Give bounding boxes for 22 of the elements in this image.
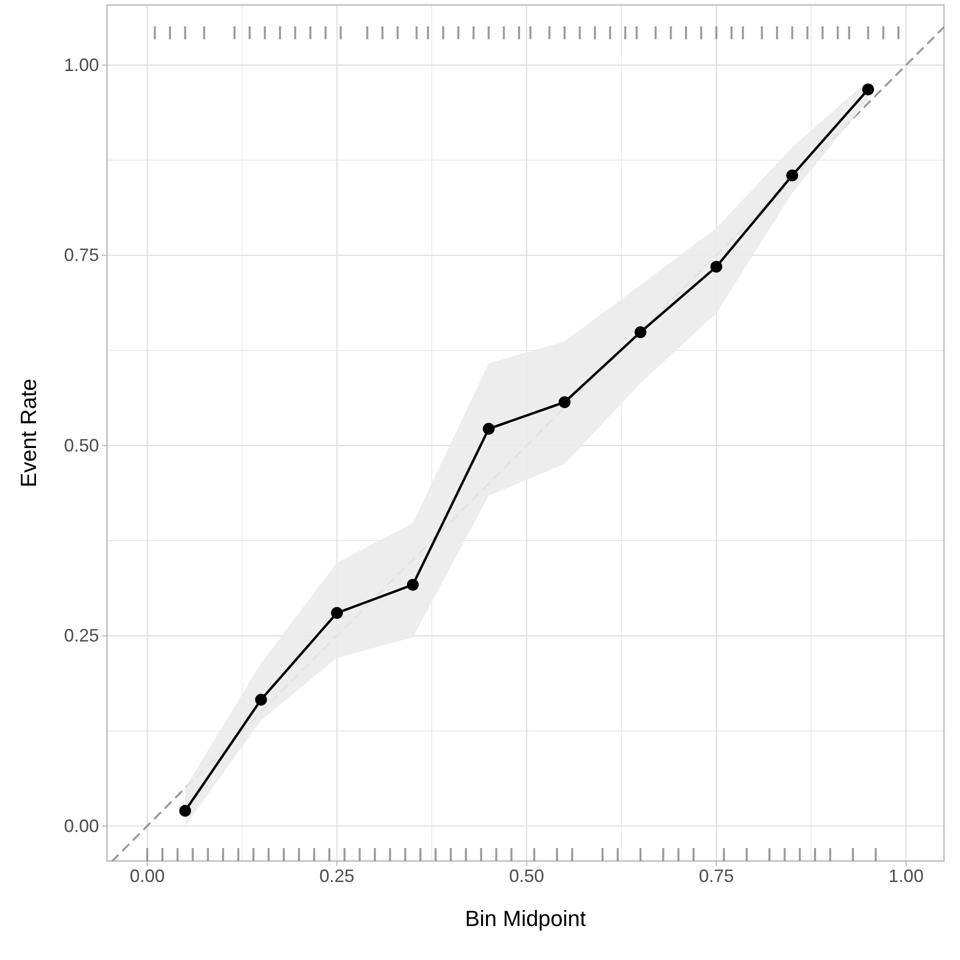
y-axis-title: Event Rate bbox=[16, 378, 41, 488]
point bbox=[331, 607, 343, 619]
point bbox=[786, 170, 798, 182]
y-tick-label: 1.00 bbox=[64, 54, 99, 75]
point bbox=[862, 84, 874, 96]
point bbox=[482, 422, 495, 435]
y-tick-label: 0.25 bbox=[64, 626, 99, 646]
x-tick-label: 0.00 bbox=[130, 866, 165, 886]
point bbox=[634, 326, 646, 338]
point bbox=[558, 396, 570, 408]
point bbox=[406, 578, 419, 591]
x-tick-label: 0.25 bbox=[319, 866, 354, 886]
x-tick-label: 1.00 bbox=[888, 866, 924, 886]
y-tick-label: 0.00 bbox=[64, 816, 99, 836]
y-tick-label: 0.50 bbox=[64, 435, 99, 456]
y-tick-label: 0.75 bbox=[64, 245, 99, 266]
x-tick-label: 0.75 bbox=[698, 866, 734, 886]
point bbox=[255, 694, 267, 706]
point bbox=[710, 260, 722, 273]
point bbox=[179, 804, 192, 817]
x-tick-label: 0.50 bbox=[509, 866, 544, 886]
x-axis-title: Bin Midpoint bbox=[464, 906, 586, 931]
